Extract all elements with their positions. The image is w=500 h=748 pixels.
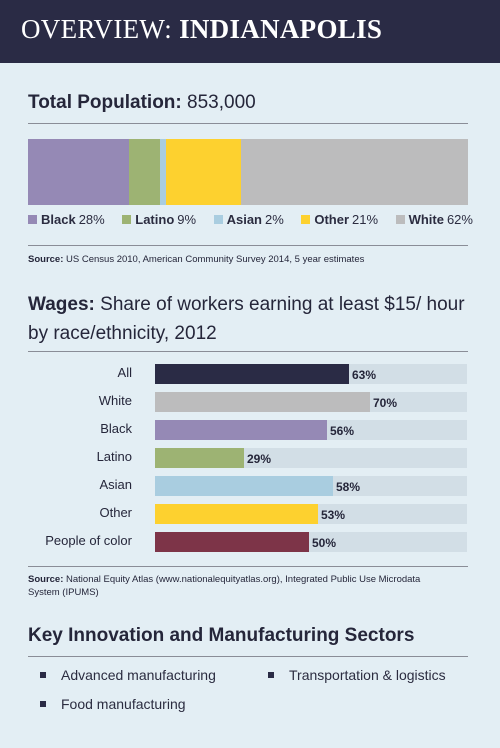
legend-label: Latino	[135, 212, 175, 227]
population-source: Source: US Census 2010, American Communi…	[28, 253, 364, 266]
page-header: OVERVIEW: INDIANAPOLIS	[0, 0, 500, 63]
wage-category-label: White	[98, 393, 132, 408]
wage-row: Other 53%	[0, 500, 500, 528]
wages-title-bold: Wages:	[28, 294, 95, 315]
wage-row: Latino 29%	[0, 444, 500, 472]
divider	[28, 123, 468, 124]
population-stacked-bar	[28, 139, 468, 205]
wage-bar	[155, 448, 244, 468]
legend-label: White	[408, 212, 444, 227]
population-segment-white	[240, 139, 468, 205]
bullet-square-icon	[268, 672, 274, 678]
wages-title-rest: Share of workers earning at least $15/ h…	[28, 294, 465, 344]
wage-value-label: 53%	[321, 508, 346, 522]
sector-item: Transportation & logistics	[268, 667, 446, 683]
wage-category-label: Black	[100, 421, 132, 436]
population-segment-other	[166, 139, 241, 205]
wage-value-label: 56%	[330, 424, 355, 438]
source-text: National Equity Atlas (www.nationalequit…	[28, 574, 421, 598]
legend-item-black: Black 28%	[28, 212, 105, 227]
wage-bar	[155, 476, 333, 496]
wage-category-label: People of color	[45, 533, 132, 548]
wage-row: White 70%	[0, 388, 500, 416]
legend-value: 2%	[265, 212, 284, 227]
population-value: 853,000	[187, 92, 256, 113]
legend-value: 9%	[177, 212, 197, 227]
legend-swatch	[213, 215, 223, 224]
sector-label: Advanced manufacturing	[61, 667, 216, 683]
wages-bar-chart: All 63% White 70% Black 56% Latino 29% Asian 58% O…	[0, 360, 500, 560]
sectors-title: Key Innovation and Manufacturing Sectors	[28, 625, 415, 646]
wage-bar	[155, 364, 349, 384]
sector-label: Transportation & logistics	[289, 667, 446, 683]
sector-item: Food manufacturing	[40, 696, 186, 712]
wage-category-label: Other	[99, 505, 132, 520]
legend-item-other: Other 21%	[301, 212, 378, 227]
wage-row: Black 56%	[0, 416, 500, 444]
title-city: INDIANAPOLIS	[179, 14, 383, 44]
legend-item-latino: Latino 9%	[122, 212, 196, 227]
wage-value-label: 63%	[352, 368, 377, 382]
wage-value-label: 58%	[336, 480, 361, 494]
bullet-square-icon	[40, 701, 46, 707]
legend-label: Other	[314, 212, 349, 227]
legend-label: Asian	[226, 212, 262, 227]
wages-source: Source: National Equity Atlas (www.natio…	[28, 573, 448, 599]
wage-bar	[155, 420, 327, 440]
wage-row: Asian 58%	[0, 472, 500, 500]
legend-swatch	[301, 215, 311, 224]
legend-item-white: White 62%	[395, 212, 473, 227]
population-title: Total Population: 853,000	[28, 92, 256, 114]
divider	[28, 351, 468, 352]
legend-swatch	[122, 215, 132, 224]
source-text: US Census 2010, American Community Surve…	[66, 254, 365, 265]
legend-swatch	[28, 215, 37, 224]
population-legend: Black 28% Latino 9% Asian 2% Other 21% White 62%	[28, 212, 473, 227]
legend-swatch	[395, 215, 405, 224]
legend-item-asian: Asian 2%	[213, 212, 284, 227]
legend-value: 28%	[78, 212, 105, 227]
page-title: OVERVIEW: INDIANAPOLIS	[21, 14, 382, 45]
bullet-square-icon	[40, 672, 46, 678]
wage-category-label: Latino	[96, 449, 132, 464]
divider	[28, 245, 468, 246]
wage-bar	[155, 392, 370, 412]
wage-value-label: 29%	[247, 452, 272, 466]
legend-value: 62%	[446, 212, 473, 227]
title-prefix: OVERVIEW:	[21, 14, 173, 44]
wages-title: Wages: Share of workers earning at least…	[28, 290, 478, 348]
wage-bar	[155, 532, 309, 552]
source-label: Source:	[28, 254, 64, 265]
legend-value: 21%	[352, 212, 379, 227]
population-segment-latino	[129, 139, 160, 205]
wage-row: People of color 50%	[0, 528, 500, 556]
divider	[28, 656, 468, 657]
wage-value-label: 70%	[373, 396, 398, 410]
population-label: Total Population:	[28, 92, 182, 113]
sector-label: Food manufacturing	[61, 696, 186, 712]
wage-row: All 63%	[0, 360, 500, 388]
source-label: Source:	[28, 574, 64, 585]
wage-bar	[155, 504, 318, 524]
wage-category-label: Asian	[99, 477, 132, 492]
sector-item: Advanced manufacturing	[40, 667, 216, 683]
wage-category-label: All	[117, 365, 132, 380]
legend-label: Black	[41, 212, 76, 227]
population-segment-asian	[159, 139, 167, 205]
wage-value-label: 50%	[312, 536, 337, 550]
population-segment-black	[28, 139, 130, 205]
divider	[28, 566, 468, 567]
